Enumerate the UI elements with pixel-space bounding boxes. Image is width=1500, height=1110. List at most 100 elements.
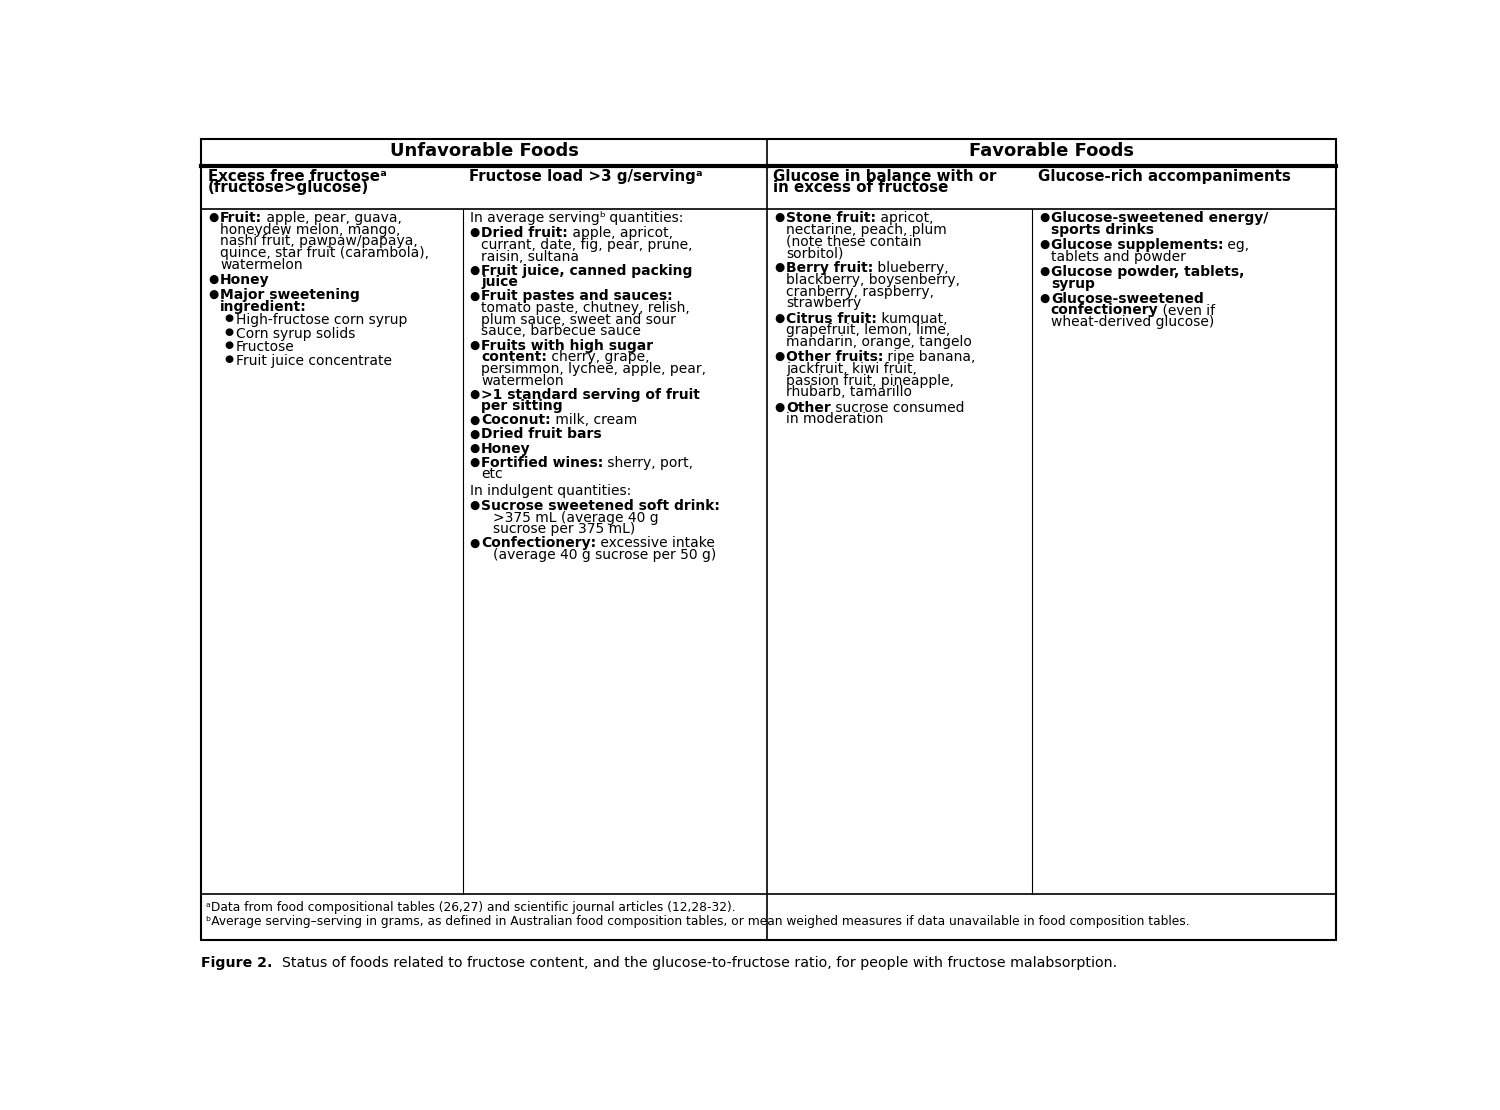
Text: confectionery: confectionery xyxy=(1052,303,1158,317)
Text: ●: ● xyxy=(470,226,480,239)
Text: ●: ● xyxy=(209,289,219,301)
Text: ●: ● xyxy=(225,326,234,336)
Text: etc: etc xyxy=(482,467,502,482)
Text: ᵇAverage serving–serving in grams, as defined in Australian food composition tab: ᵇAverage serving–serving in grams, as de… xyxy=(206,915,1190,928)
Text: Glucose powder, tablets,: Glucose powder, tablets, xyxy=(1052,265,1244,279)
Text: ●: ● xyxy=(774,401,784,414)
Text: cranberry, raspberry,: cranberry, raspberry, xyxy=(786,284,934,299)
Text: ●: ● xyxy=(470,442,480,454)
Text: ●: ● xyxy=(1040,265,1050,278)
Text: ●: ● xyxy=(470,264,480,276)
Text: apple, pear, guava,: apple, pear, guava, xyxy=(262,211,402,225)
Text: ●: ● xyxy=(470,339,480,352)
Text: ●: ● xyxy=(225,354,234,364)
Text: quince, star fruit (carambola),: quince, star fruit (carambola), xyxy=(220,246,429,260)
Text: Fruits with high sugar: Fruits with high sugar xyxy=(482,339,654,353)
Text: in excess of fructose: in excess of fructose xyxy=(774,180,950,195)
Text: content:: content: xyxy=(482,351,548,364)
Text: ●: ● xyxy=(774,351,784,363)
Text: ●: ● xyxy=(225,313,234,323)
Text: strawberry: strawberry xyxy=(786,296,861,311)
Text: High-fructose corn syrup: High-fructose corn syrup xyxy=(236,313,406,327)
Text: (average 40 g sucrose per 50 g): (average 40 g sucrose per 50 g) xyxy=(494,548,716,562)
Text: Honey: Honey xyxy=(220,273,270,287)
Text: Favorable Foods: Favorable Foods xyxy=(969,142,1134,161)
Text: ●: ● xyxy=(774,312,784,324)
Text: ●: ● xyxy=(209,211,219,224)
Text: jackfruit, kiwi fruit,: jackfruit, kiwi fruit, xyxy=(786,362,916,376)
Text: currant, date, fig, pear, prune,: currant, date, fig, pear, prune, xyxy=(482,238,693,252)
Text: apple, apricot,: apple, apricot, xyxy=(568,226,674,240)
Text: cherry, grape,: cherry, grape, xyxy=(548,351,650,364)
Text: Glucose-sweetened: Glucose-sweetened xyxy=(1052,292,1203,305)
Text: ●: ● xyxy=(209,273,219,286)
Text: In indulgent quantities:: In indulgent quantities: xyxy=(470,484,632,497)
Text: ripe banana,: ripe banana, xyxy=(884,351,975,364)
Text: tomato paste, chutney, relish,: tomato paste, chutney, relish, xyxy=(482,301,690,315)
Text: syrup: syrup xyxy=(1052,276,1095,291)
Text: Corn syrup solids: Corn syrup solids xyxy=(236,326,356,341)
Text: kumquat,: kumquat, xyxy=(876,312,946,325)
Text: per sitting: per sitting xyxy=(482,400,562,413)
Text: Excess free fructoseᵃ: Excess free fructoseᵃ xyxy=(207,169,387,183)
Text: Fortified wines:: Fortified wines: xyxy=(482,455,603,470)
Text: Coconut:: Coconut: xyxy=(482,413,550,427)
Text: ᵇ: ᵇ xyxy=(600,211,604,225)
Text: In average serving: In average serving xyxy=(470,211,600,225)
Text: Confectionery:: Confectionery: xyxy=(482,536,597,551)
Text: rhubarb, tamarillo: rhubarb, tamarillo xyxy=(786,385,912,400)
Text: nectarine, peach, plum: nectarine, peach, plum xyxy=(786,223,946,236)
Text: honeydew melon, mango,: honeydew melon, mango, xyxy=(220,223,400,236)
Text: >1 standard serving of fruit: >1 standard serving of fruit xyxy=(482,387,700,402)
Text: ●: ● xyxy=(470,536,480,549)
Text: Major sweetening: Major sweetening xyxy=(220,289,360,302)
Text: ●: ● xyxy=(225,341,234,351)
Text: apricot,: apricot, xyxy=(876,211,933,225)
Text: Fruit juice concentrate: Fruit juice concentrate xyxy=(236,354,392,367)
Text: ●: ● xyxy=(470,427,480,441)
Text: Honey: Honey xyxy=(482,442,531,455)
Text: ●: ● xyxy=(470,290,480,302)
Text: mandarin, orange, tangelo: mandarin, orange, tangelo xyxy=(786,335,972,349)
Text: ●: ● xyxy=(470,498,480,512)
Text: Other fruits:: Other fruits: xyxy=(786,351,883,364)
Text: watermelon: watermelon xyxy=(220,258,303,272)
Text: sucrose per 375 mL): sucrose per 375 mL) xyxy=(494,523,634,536)
Text: Dried fruit bars: Dried fruit bars xyxy=(482,427,602,442)
Text: Stone fruit:: Stone fruit: xyxy=(786,211,876,225)
Text: nashi fruit, pawpaw/papaya,: nashi fruit, pawpaw/papaya, xyxy=(220,234,419,249)
Text: blueberry,: blueberry, xyxy=(873,261,948,275)
Text: raisin, sultana: raisin, sultana xyxy=(482,250,579,263)
Text: persimmon, lychee, apple, pear,: persimmon, lychee, apple, pear, xyxy=(482,362,706,376)
Text: milk, cream: milk, cream xyxy=(550,413,638,427)
Text: Other: Other xyxy=(786,401,831,414)
Text: ᵃData from food compositional tables (26,27) and scientific journal articles (12: ᵃData from food compositional tables (26… xyxy=(206,901,735,914)
Text: ●: ● xyxy=(470,455,480,468)
Text: Fructose: Fructose xyxy=(236,341,294,354)
Text: Figure 2.: Figure 2. xyxy=(201,956,273,969)
Text: ingredient:: ingredient: xyxy=(220,300,308,314)
Text: Glucose-rich accompaniments: Glucose-rich accompaniments xyxy=(1038,169,1292,183)
Text: Unfavorable Foods: Unfavorable Foods xyxy=(390,142,579,161)
Text: sports drinks: sports drinks xyxy=(1052,223,1154,236)
Text: watermelon: watermelon xyxy=(482,374,564,387)
Text: Dried fruit:: Dried fruit: xyxy=(482,226,568,240)
Text: (fructose>glucose): (fructose>glucose) xyxy=(207,180,369,195)
Text: ●: ● xyxy=(1040,238,1050,251)
Text: passion fruit, pineapple,: passion fruit, pineapple, xyxy=(786,374,954,387)
Text: plum sauce, sweet and sour: plum sauce, sweet and sour xyxy=(482,313,676,326)
Text: Sucrose sweetened soft drink:: Sucrose sweetened soft drink: xyxy=(482,498,720,513)
Text: juice: juice xyxy=(482,275,518,290)
Text: Fructose load >3 g/servingᵃ: Fructose load >3 g/servingᵃ xyxy=(470,169,702,183)
Text: Berry fruit:: Berry fruit: xyxy=(786,261,873,275)
Text: in moderation: in moderation xyxy=(786,412,883,426)
Text: >375 mL (average 40 g: >375 mL (average 40 g xyxy=(494,511,658,525)
Text: ●: ● xyxy=(774,211,784,224)
Text: ●: ● xyxy=(1040,292,1050,305)
Text: (even if: (even if xyxy=(1158,303,1215,317)
Text: tablets and powder: tablets and powder xyxy=(1052,250,1185,263)
Text: sorbitol): sorbitol) xyxy=(786,246,843,260)
Text: eg,: eg, xyxy=(1224,238,1250,252)
Text: excessive intake: excessive intake xyxy=(597,536,716,551)
Text: grapefruit, lemon, lime,: grapefruit, lemon, lime, xyxy=(786,323,950,337)
